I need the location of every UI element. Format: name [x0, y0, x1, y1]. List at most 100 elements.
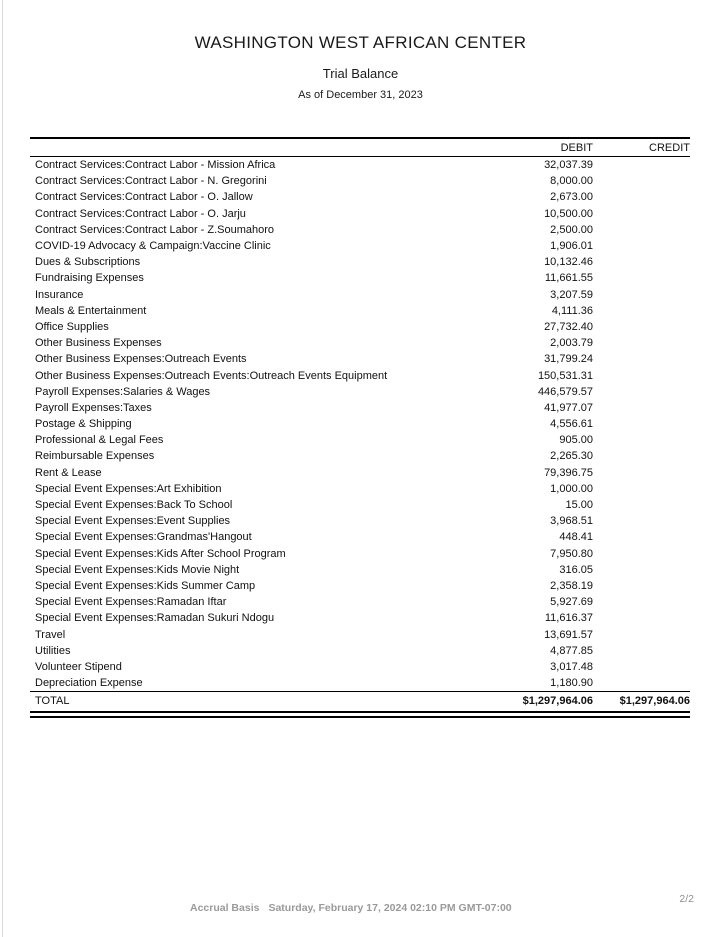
- debit-value: 1,000.00: [550, 482, 593, 495]
- table-row: Contract Services:Contract Labor - O. Ja…: [30, 189, 690, 205]
- account-name: Payroll Expenses:Salaries & Wages: [35, 385, 211, 398]
- table-row: Special Event Expenses:Ramadan Sukuri Nd…: [30, 610, 690, 626]
- debit-value: 905.00: [559, 434, 593, 447]
- account-name: Other Business Expenses:Outreach Events: [35, 353, 247, 366]
- table-row: Rent & Lease 79,396.75: [30, 465, 690, 481]
- table-row: Contract Services:Contract Labor - N. Gr…: [30, 173, 690, 189]
- total-credit-value: $1,297,964.06: [619, 695, 690, 708]
- account-name: Travel: [35, 628, 66, 641]
- table-row: Special Event Expenses:Art Exhibition 1,…: [30, 481, 690, 497]
- debit-value: 2,673.00: [550, 191, 593, 204]
- trial-balance-table: DEBIT CREDIT Contract Services:Contract …: [30, 137, 690, 719]
- debit-value: 32,037.39: [544, 159, 593, 172]
- debit-value: 2,500.00: [550, 223, 593, 236]
- debit-value: 11,661.55: [544, 272, 593, 285]
- account-name: Utilities: [35, 644, 71, 657]
- account-name: Special Event Expenses:Back To School: [35, 499, 233, 512]
- account-name: Dues & Subscriptions: [35, 256, 141, 269]
- table-row: Postage & Shipping 4,556.61: [30, 416, 690, 432]
- table-row: Other Business Expenses:Outreach Events …: [30, 351, 690, 367]
- account-name: Depreciation Expense: [35, 677, 143, 690]
- account-name: Fundraising Expenses: [35, 272, 144, 285]
- account-name: Office Supplies: [35, 320, 109, 333]
- table-row: Special Event Expenses:Kids Movie Night …: [30, 562, 690, 578]
- account-name: Insurance: [35, 288, 84, 301]
- table-row: Insurance 3,207.59: [30, 287, 690, 303]
- account-name: Professional & Legal Fees: [35, 434, 164, 447]
- credit-column-header: CREDIT: [649, 141, 690, 154]
- table-row: Office Supplies 27,732.40: [30, 319, 690, 335]
- account-name: Contract Services:Contract Labor - N. Gr…: [35, 175, 267, 188]
- table-row: Depreciation Expense 1,180.90: [30, 675, 690, 691]
- accounting-basis-label: Accrual Basis: [190, 902, 260, 914]
- debit-value: 2,358.19: [550, 579, 593, 592]
- report-timestamp: Saturday, February 17, 2024 02:10 PM GMT…: [268, 902, 512, 914]
- table-row: Other Business Expenses 2,003.79: [30, 335, 690, 351]
- table-row: COVID-19 Advocacy & Campaign:Vaccine Cli…: [30, 238, 690, 254]
- table-row: Special Event Expenses:Back To School 15…: [30, 497, 690, 513]
- debit-value: 13,691.57: [544, 628, 593, 641]
- account-name: Other Business Expenses:Outreach Events:…: [35, 369, 388, 382]
- table-row: Special Event Expenses:Kids Summer Camp …: [30, 578, 690, 594]
- table-header-row: DEBIT CREDIT: [30, 137, 690, 157]
- table-row: Special Event Expenses:Grandmas'Hangout …: [30, 529, 690, 545]
- debit-value: 3,968.51: [550, 515, 593, 528]
- page-edge-line: [2, 0, 3, 937]
- account-name: Special Event Expenses:Art Exhibition: [35, 482, 222, 495]
- account-name: Contract Services:Contract Labor - O. Ja…: [35, 207, 246, 220]
- table-row: Meals & Entertainment 4,111.36: [30, 303, 690, 319]
- debit-value: 15.00: [565, 499, 593, 512]
- table-row: Professional & Legal Fees 905.00: [30, 432, 690, 448]
- account-name: Postage & Shipping: [35, 418, 132, 431]
- account-name: Reimbursable Expenses: [35, 450, 155, 463]
- footer-basis-line: Accrual Basis Saturday, February 17, 2024…: [190, 902, 512, 914]
- page-number: 2/2: [679, 893, 694, 905]
- table-row: Dues & Subscriptions 10,132.46: [30, 254, 690, 270]
- debit-value: 2,265.30: [550, 450, 593, 463]
- debit-value: 448.41: [559, 531, 593, 544]
- account-name: COVID-19 Advocacy & Campaign:Vaccine Cli…: [35, 240, 271, 253]
- table-row: Fundraising Expenses 11,661.55: [30, 270, 690, 286]
- table-row: Contract Services:Contract Labor - Missi…: [30, 157, 690, 173]
- report-date: As of December 31, 2023: [298, 89, 423, 101]
- account-name: Special Event Expenses:Grandmas'Hangout: [35, 531, 252, 544]
- report-header: WASHINGTON WEST AFRICAN CENTER Trial Bal…: [0, 0, 721, 101]
- table-row: Payroll Expenses:Salaries & Wages 446,57…: [30, 384, 690, 400]
- account-name: Special Event Expenses:Kids Summer Camp: [35, 579, 256, 592]
- debit-value: 4,877.85: [550, 644, 593, 657]
- account-name: Volunteer Stipend: [35, 660, 122, 673]
- debit-value: 5,927.69: [550, 596, 593, 609]
- total-debit-value: $1,297,964.06: [522, 695, 593, 708]
- total-row: TOTAL $1,297,964.06 $1,297,964.06: [30, 691, 690, 710]
- debit-value: 316.05: [559, 563, 593, 576]
- debit-value: 1,906.01: [550, 240, 593, 253]
- debit-value: 446,579.57: [537, 385, 593, 398]
- table-row: Contract Services:Contract Labor - Z.Sou…: [30, 222, 690, 238]
- debit-value: 150,531.31: [537, 369, 593, 382]
- account-name: Other Business Expenses: [35, 337, 162, 350]
- debit-value: 10,132.46: [544, 256, 593, 269]
- debit-value: 7,950.80: [550, 547, 593, 560]
- table-row: Volunteer Stipend 3,017.48: [30, 659, 690, 675]
- debit-value: 11,616.37: [544, 612, 593, 625]
- account-name: Rent & Lease: [35, 466, 102, 479]
- debit-value: 3,207.59: [550, 288, 593, 301]
- account-name: Payroll Expenses:Taxes: [35, 401, 152, 414]
- debit-value: 10,500.00: [544, 207, 593, 220]
- total-label: TOTAL: [35, 695, 70, 708]
- account-name: Special Event Expenses:Kids After School…: [35, 547, 286, 560]
- debit-value: 4,556.61: [550, 418, 593, 431]
- org-name: WASHINGTON WEST AFRICAN CENTER: [194, 33, 527, 52]
- account-name: Contract Services:Contract Labor - Z.Sou…: [35, 223, 275, 236]
- table-row: Travel 13,691.57: [30, 626, 690, 642]
- account-name: Contract Services:Contract Labor - Missi…: [35, 159, 276, 172]
- table-row: Special Event Expenses:Kids After School…: [30, 546, 690, 562]
- debit-value: 8,000.00: [550, 175, 593, 188]
- debit-value: 2,003.79: [550, 337, 593, 350]
- account-name: Meals & Entertainment: [35, 304, 147, 317]
- debit-value: 79,396.75: [544, 466, 593, 479]
- debit-value: 41,977.07: [544, 401, 593, 414]
- table-row: Special Event Expenses:Event Supplies 3,…: [30, 513, 690, 529]
- table-row: Utilities 4,877.85: [30, 643, 690, 659]
- table-row: Payroll Expenses:Taxes 41,977.07: [30, 400, 690, 416]
